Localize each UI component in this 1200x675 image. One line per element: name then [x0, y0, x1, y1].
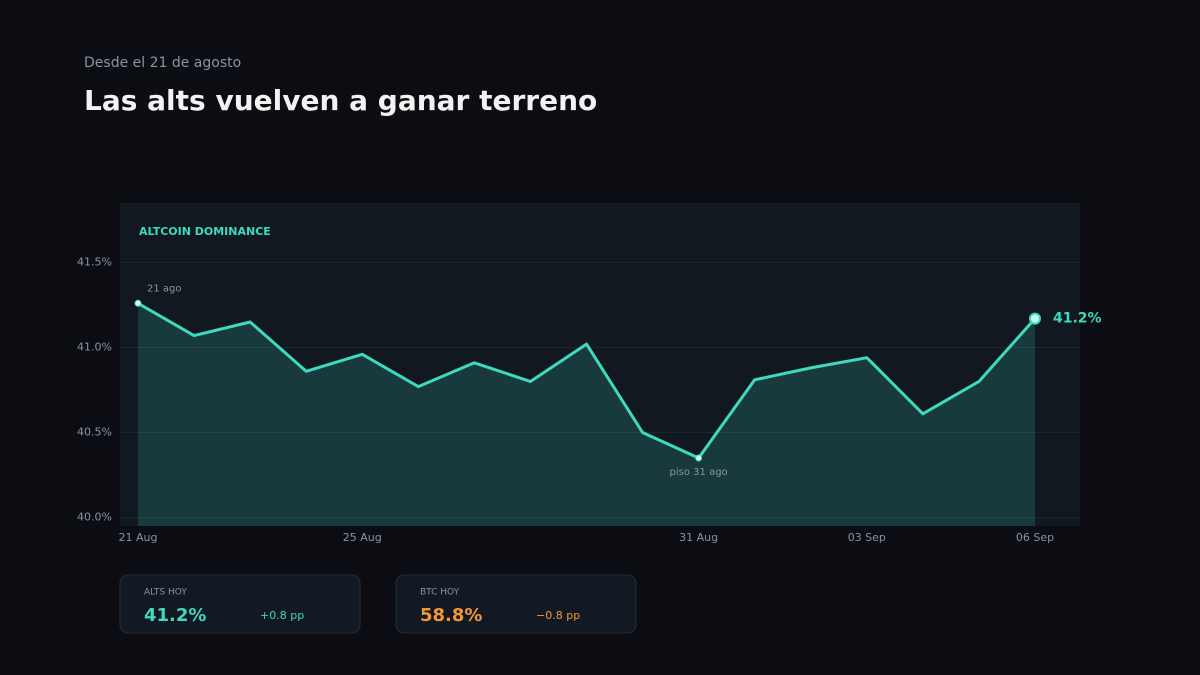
y-tick-label: 41.5%: [77, 256, 112, 269]
x-tick-label: 21 Aug: [119, 531, 158, 544]
annotation: piso 31 ago: [670, 467, 728, 478]
card-change: +0.8 pp: [260, 609, 304, 622]
card-label: ALTS HOY: [144, 588, 187, 598]
x-tick-label: 31 Aug: [679, 531, 718, 544]
end-point: [1029, 312, 1041, 325]
card-value: 58.8%: [420, 605, 482, 626]
y-tick-label: 40.5%: [77, 426, 112, 439]
point: [134, 299, 142, 307]
stat-card: [395, 574, 637, 634]
y-tick-label: 41.0%: [77, 341, 112, 354]
value-label: 41.2%: [1053, 311, 1102, 327]
line: [137, 302, 1037, 460]
card-label: BTC HOY: [420, 588, 460, 598]
stat-card: [119, 574, 361, 634]
card-value: 41.2%: [144, 605, 206, 626]
y-tick-label: 40.0%: [77, 511, 112, 524]
x-tick-label: 25 Aug: [343, 531, 382, 544]
subtitle: Desde el 21 de agosto: [84, 55, 241, 71]
card-change: −0.8 pp: [536, 609, 580, 622]
chart-title: Las alts vuelven a ganar terreno: [84, 84, 597, 117]
series-label: ALTCOIN DOMINANCE: [139, 225, 271, 238]
area: [138, 303, 1035, 526]
x-tick-label: 06 Sep: [1016, 531, 1054, 544]
point: [695, 454, 703, 462]
x-tick-label: 03 Sep: [848, 531, 886, 544]
annotation: 21 ago: [147, 283, 182, 294]
